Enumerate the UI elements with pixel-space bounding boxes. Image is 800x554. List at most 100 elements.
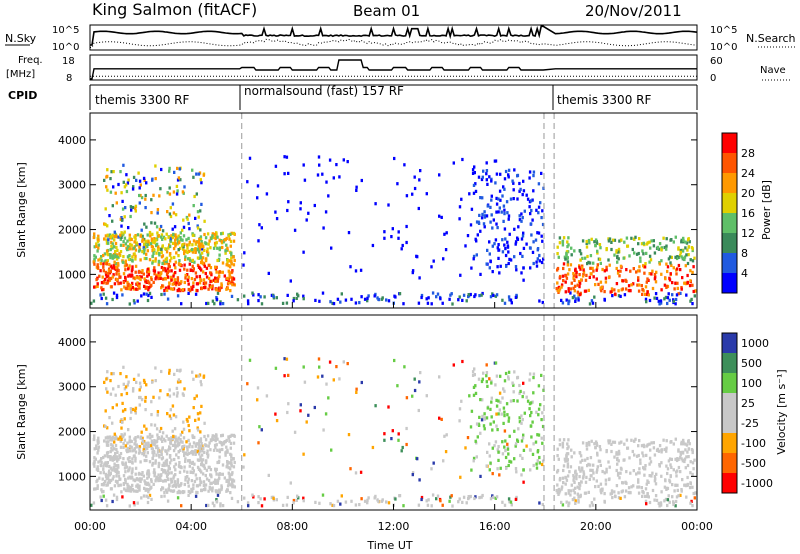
velocity-cell bbox=[142, 448, 145, 452]
power-cell bbox=[169, 206, 172, 210]
velocity-cell bbox=[637, 444, 640, 448]
power-cell bbox=[145, 181, 148, 185]
power-cell bbox=[469, 292, 472, 297]
velocity-cell bbox=[564, 492, 567, 496]
power-cell bbox=[265, 192, 269, 196]
power-cell bbox=[564, 257, 567, 261]
power-cell bbox=[569, 287, 573, 291]
power-cell bbox=[296, 292, 299, 296]
power-cell bbox=[535, 208, 538, 212]
power-cell bbox=[530, 208, 533, 213]
velocity-cell bbox=[128, 475, 131, 479]
velocity-cell bbox=[116, 459, 119, 463]
power-cell bbox=[506, 211, 509, 215]
power-cell bbox=[115, 295, 119, 300]
velocity-cell bbox=[531, 400, 534, 404]
power-cell bbox=[508, 298, 511, 302]
velocity-cell bbox=[419, 371, 422, 375]
power-cell bbox=[666, 301, 669, 306]
power-cell bbox=[639, 259, 642, 263]
power-y-tick-label: 3000 bbox=[58, 179, 86, 192]
velocity-cell bbox=[540, 462, 544, 467]
power-cell bbox=[90, 301, 93, 305]
velocity-cell bbox=[430, 504, 433, 508]
power-cell bbox=[605, 268, 608, 272]
velocity-cell bbox=[485, 380, 488, 384]
velocity-cell bbox=[162, 461, 166, 465]
power-cell bbox=[403, 163, 406, 167]
velocity-cell bbox=[166, 472, 169, 477]
power-cell bbox=[111, 266, 114, 270]
power-cell bbox=[106, 281, 109, 285]
velocity-cell bbox=[144, 441, 147, 445]
velocity-cell bbox=[242, 465, 245, 469]
velocity-cell bbox=[507, 416, 511, 420]
velocity-cell bbox=[138, 395, 141, 400]
velocity-cell bbox=[166, 469, 170, 473]
velocity-cell bbox=[373, 496, 376, 500]
velocity-cell bbox=[105, 451, 109, 455]
velocity-cell bbox=[449, 495, 452, 499]
power-cell bbox=[122, 163, 125, 167]
velocity-cell bbox=[660, 474, 663, 478]
power-cell bbox=[148, 291, 152, 295]
velocity-cell bbox=[608, 465, 611, 469]
power-cell bbox=[108, 253, 112, 257]
power-cell bbox=[607, 237, 610, 241]
power-cell bbox=[635, 270, 638, 274]
velocity-cell bbox=[274, 412, 277, 416]
power-cell bbox=[417, 301, 421, 305]
velocity-cell bbox=[425, 394, 428, 398]
power-cell bbox=[139, 277, 142, 282]
power-cell bbox=[483, 210, 486, 214]
velocity-cell bbox=[528, 448, 532, 452]
velocity-cell bbox=[186, 445, 189, 449]
power-cell bbox=[638, 237, 641, 241]
power-cell bbox=[166, 267, 170, 271]
velocity-cell bbox=[403, 365, 406, 369]
velocity-cell bbox=[169, 477, 173, 481]
velocity-cell bbox=[106, 481, 110, 485]
velocity-cell bbox=[117, 384, 120, 389]
power-cell bbox=[413, 175, 416, 179]
power-cell bbox=[145, 285, 148, 289]
power-cell bbox=[95, 242, 98, 246]
power-cell bbox=[625, 236, 629, 240]
velocity-cell bbox=[358, 503, 361, 507]
velocity-cell bbox=[187, 477, 190, 481]
velocity-cell bbox=[159, 478, 162, 482]
velocity-cell bbox=[193, 396, 196, 401]
power-cell bbox=[196, 210, 200, 214]
velocity-cell bbox=[285, 503, 289, 507]
power-cell bbox=[624, 287, 628, 291]
power-cell bbox=[134, 248, 138, 252]
power-cell bbox=[560, 285, 563, 289]
velocity-cell bbox=[150, 423, 153, 427]
velocity-cell bbox=[615, 468, 618, 473]
power-cell bbox=[665, 262, 668, 266]
power-cell bbox=[218, 286, 222, 290]
power-cell bbox=[200, 181, 203, 185]
power-cell bbox=[460, 197, 463, 201]
power-cell bbox=[516, 236, 519, 240]
power-cell bbox=[684, 240, 687, 244]
power-cell bbox=[509, 258, 513, 262]
power-cell bbox=[664, 295, 668, 299]
power-cell bbox=[654, 280, 658, 284]
power-cell bbox=[520, 212, 523, 216]
velocity-cell bbox=[104, 479, 107, 484]
power-cell bbox=[92, 235, 96, 240]
power-cell bbox=[121, 207, 125, 211]
velocity-cell bbox=[492, 495, 495, 499]
power-cell bbox=[405, 240, 408, 245]
velocity-cell bbox=[679, 452, 682, 456]
velocity-cell bbox=[131, 469, 134, 473]
power-cell bbox=[668, 298, 671, 302]
power-cell bbox=[529, 212, 532, 216]
power-cell bbox=[645, 280, 648, 284]
power-cell bbox=[166, 191, 169, 195]
velocity-cell bbox=[688, 486, 692, 490]
power-cell bbox=[477, 175, 481, 179]
power-cell bbox=[503, 212, 506, 216]
power-cell bbox=[648, 272, 651, 276]
